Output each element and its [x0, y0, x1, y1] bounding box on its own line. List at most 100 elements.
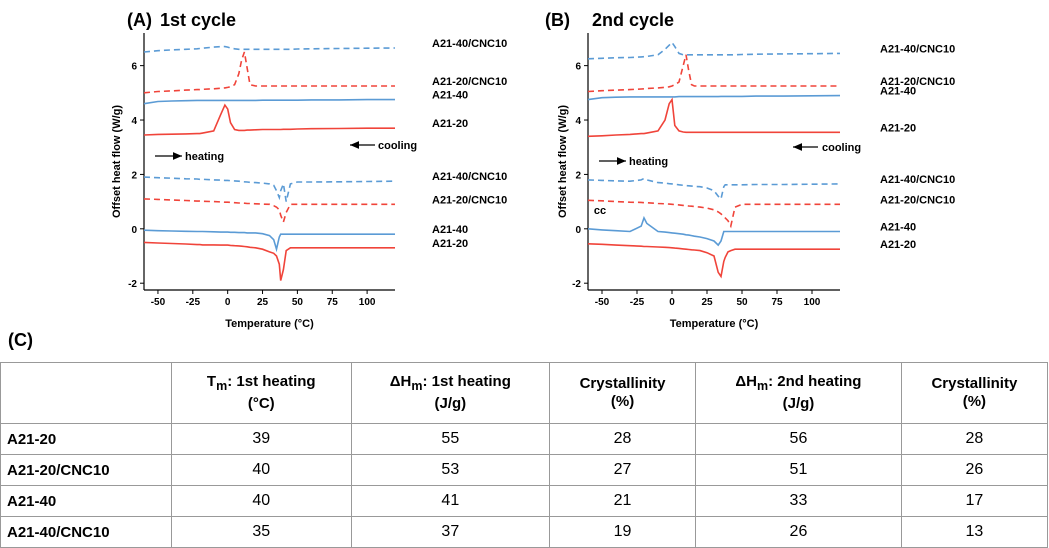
- table-cell: 17: [900, 485, 1049, 517]
- series-line: [587, 54, 840, 93]
- table-cell: 37: [350, 516, 550, 548]
- panel-label: (A): [127, 10, 152, 30]
- x-tick-label: 50: [736, 297, 748, 308]
- header-text: Crystallinity: [579, 375, 666, 392]
- series-label: A21-40: [432, 90, 468, 102]
- x-tick-label: -25: [186, 297, 201, 308]
- table-row: A21-20 39 55 28 56 28: [0, 423, 1049, 455]
- series-line: [143, 103, 395, 136]
- x-tick-label: 100: [359, 297, 376, 308]
- x-tick-label: 75: [327, 297, 339, 308]
- header-cell: Tm: 1st heating (°C): [170, 362, 352, 424]
- x-tick-label: 100: [804, 297, 821, 308]
- header-row: Tm: 1st heating (°C) ΔHm: 1st heating (J/g)…: [0, 362, 1049, 424]
- y-axis-label: Offset heat flow (W/g): [111, 105, 123, 218]
- series-label: A21-20: [880, 122, 916, 134]
- series-line: [587, 177, 841, 201]
- x-tick-label: 0: [669, 297, 675, 308]
- table-row: A21-20/CNC10 40 53 27 51 26: [0, 454, 1049, 486]
- table-cell: 19: [548, 516, 697, 548]
- x-tick-label: 0: [225, 297, 231, 308]
- header-text: : 2nd heating: [768, 373, 862, 390]
- table-cell: 13: [900, 516, 1049, 548]
- header-unit: (%): [610, 393, 635, 410]
- series-line: [587, 199, 840, 229]
- series-label: A21-40/CNC10: [880, 43, 955, 55]
- table-cell: 26: [695, 516, 902, 548]
- table-cell: 40: [170, 454, 352, 486]
- header-unit: (%): [962, 393, 987, 410]
- series-label: A21-40: [880, 86, 916, 98]
- series-line: [143, 198, 395, 225]
- series-label: A21-20: [880, 239, 916, 251]
- table-cell: 33: [695, 485, 902, 517]
- header-unit: (J/g): [782, 395, 815, 412]
- table-cell: 39: [170, 423, 352, 455]
- series-line: [143, 51, 395, 94]
- table-cell: 28: [900, 423, 1049, 455]
- x-tick-label: 75: [771, 297, 783, 308]
- header-text: ΔH: [389, 373, 412, 390]
- results-table: Tm: 1st heating (°C) ΔHm: 1st heating (J/g)…: [0, 362, 1049, 548]
- header-cell: Crystallinity (%): [900, 362, 1049, 424]
- series-label: A21-40: [880, 222, 916, 234]
- table-cell: 27: [548, 454, 697, 486]
- y-tick-label: 6: [575, 62, 581, 73]
- annotation: cooling: [822, 142, 861, 154]
- x-tick-label: 50: [292, 297, 304, 308]
- y-tick-label: 0: [131, 225, 137, 236]
- series-label: A21-20/CNC10: [432, 76, 507, 88]
- table-cell: 40: [170, 485, 352, 517]
- series-label: A21-40: [432, 224, 468, 236]
- panel-label: (C): [8, 330, 33, 350]
- header-cell: [0, 362, 172, 424]
- series-line: [587, 243, 840, 279]
- series-label: A21-40/CNC10: [432, 171, 507, 183]
- annotation: cooling: [378, 140, 417, 152]
- x-axis-label: Temperature (°C): [670, 318, 759, 330]
- header-text: : 1st heating: [422, 373, 511, 390]
- table-cell: 51: [695, 454, 902, 486]
- row-label: A21-20/CNC10: [0, 454, 172, 486]
- header-text: T: [206, 373, 217, 390]
- header-text: : 1st heating: [227, 373, 316, 390]
- series-label: A21-20: [432, 238, 468, 250]
- series-line: [143, 241, 395, 281]
- table-cell: 53: [350, 454, 550, 486]
- y-tick-label: 2: [575, 170, 581, 181]
- chart-title: 2nd cycle: [592, 10, 674, 30]
- row-label: A21-40: [0, 485, 172, 517]
- header-subscript: m: [757, 379, 769, 393]
- series-label: A21-20/CNC10: [880, 194, 955, 206]
- series-line: [587, 94, 841, 101]
- y-tick-label: -2: [572, 279, 581, 290]
- table-cell: 56: [695, 423, 902, 455]
- series-line: [143, 45, 396, 53]
- table-cell: 26: [900, 454, 1049, 486]
- row-label: A21-40/CNC10: [0, 516, 172, 548]
- panel-label: (B): [545, 10, 570, 30]
- table-cell: 35: [170, 516, 352, 548]
- y-tick-label: 2: [131, 170, 137, 181]
- header-subscript: m: [411, 379, 423, 393]
- header-text: Crystallinity: [931, 375, 1018, 392]
- series-line: [143, 176, 396, 202]
- series-label: A21-20: [432, 118, 468, 130]
- x-tick-label: 25: [701, 297, 713, 308]
- header-cell: ΔHm: 1st heating (J/g): [350, 362, 550, 424]
- y-tick-label: -2: [128, 279, 137, 290]
- annotation: heating: [185, 151, 224, 163]
- series-label: A21-20/CNC10: [880, 76, 955, 88]
- table-cell: 41: [350, 485, 550, 517]
- header-subscript: m: [216, 379, 228, 393]
- header-cell: ΔHm: 2nd heating (J/g): [695, 362, 902, 424]
- table-row: A21-40 40 41 21 33 17: [0, 485, 1049, 517]
- chart-title: 1st cycle: [160, 10, 236, 30]
- row-label: A21-20: [0, 423, 172, 455]
- y-tick-label: 6: [131, 62, 137, 73]
- header-text: ΔH: [735, 373, 758, 390]
- header-unit: (J/g): [434, 395, 467, 412]
- series-line: [143, 229, 395, 253]
